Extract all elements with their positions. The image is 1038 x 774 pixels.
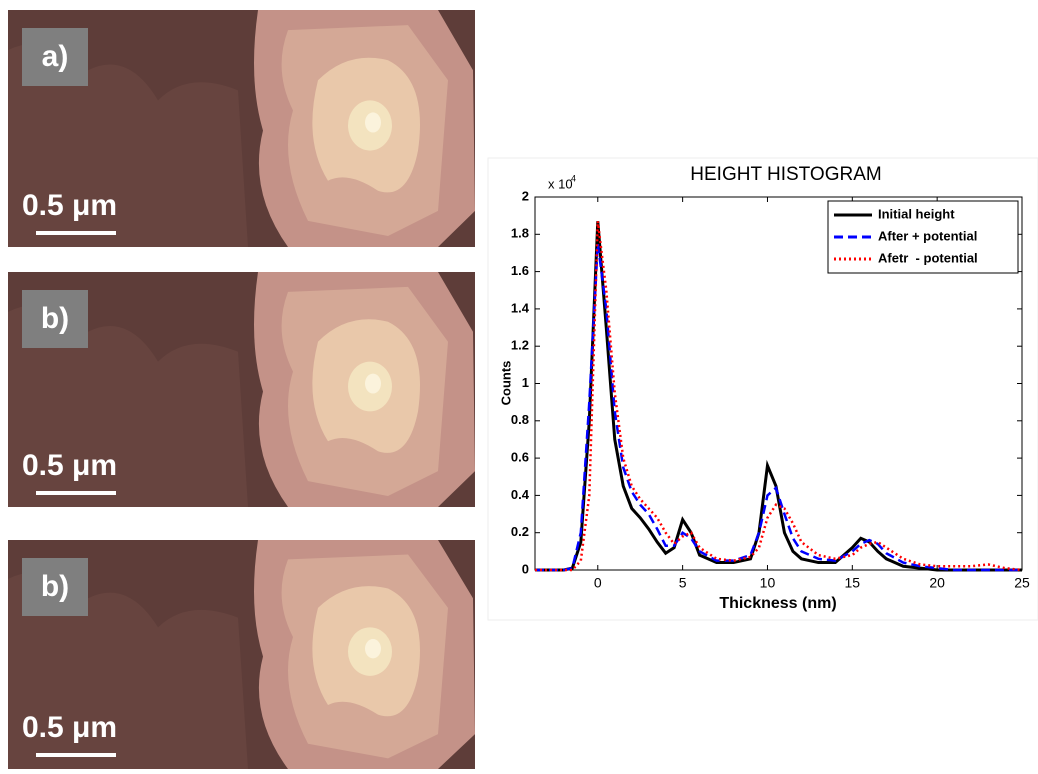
y-tick-label: 0.8: [511, 412, 529, 427]
legend-box: [827, 200, 1019, 274]
x-tick-label: 25: [1014, 575, 1030, 591]
x-tick-label: 20: [929, 575, 945, 591]
y-scale-exponent: 4: [571, 173, 576, 183]
y-tick-label: 1: [522, 375, 529, 390]
chart-title: HEIGHT HISTOGRAM: [690, 164, 881, 185]
x-tick-label: 0: [594, 575, 602, 591]
panel-label-box: [22, 290, 88, 348]
panel-label: b): [41, 302, 69, 335]
y-scale-label: x 10: [548, 176, 573, 191]
afm-images: a) 0.5 μm b) 0.5 μm b) 0.5 μm: [8, 10, 475, 769]
panel-label-box: [22, 558, 88, 616]
scale-label: 0.5 μm: [22, 711, 117, 744]
y-tick-label: 0: [522, 561, 529, 576]
y-axis-label: Counts: [498, 361, 513, 406]
legend-label: Afetr - potential: [878, 250, 978, 265]
y-tick-label: 0.2: [511, 524, 529, 539]
x-tick-label: 5: [679, 575, 687, 591]
y-tick-label: 1.8: [511, 226, 529, 241]
x-tick-label: 15: [845, 575, 861, 591]
legend-label: After + potential: [878, 228, 977, 243]
scale-label: 0.5 μm: [22, 449, 117, 482]
x-axis-label: Thickness (nm): [719, 595, 836, 612]
x-tick-label: 10: [760, 575, 776, 591]
panel-label: b): [41, 570, 69, 603]
scale-label: 0.5 μm: [22, 189, 117, 222]
y-tick-label: 1.2: [511, 338, 529, 353]
panel-label: a): [42, 40, 69, 73]
legend-label: Initial height: [878, 206, 955, 221]
y-tick-label: 0.4: [511, 487, 530, 502]
y-tick-label: 1.4: [511, 300, 530, 315]
panel-label-box: [22, 28, 88, 86]
series-line: [535, 221, 1023, 572]
y-tick-label: 0.6: [511, 450, 529, 465]
plot: 00.20.40.60.811.21.41.61.820 5 10 15 20 25Ini…: [511, 188, 1030, 590]
series-line: [535, 243, 1022, 572]
y-tick-label: 2: [522, 188, 529, 203]
y-tick-label: 1.6: [511, 263, 529, 278]
